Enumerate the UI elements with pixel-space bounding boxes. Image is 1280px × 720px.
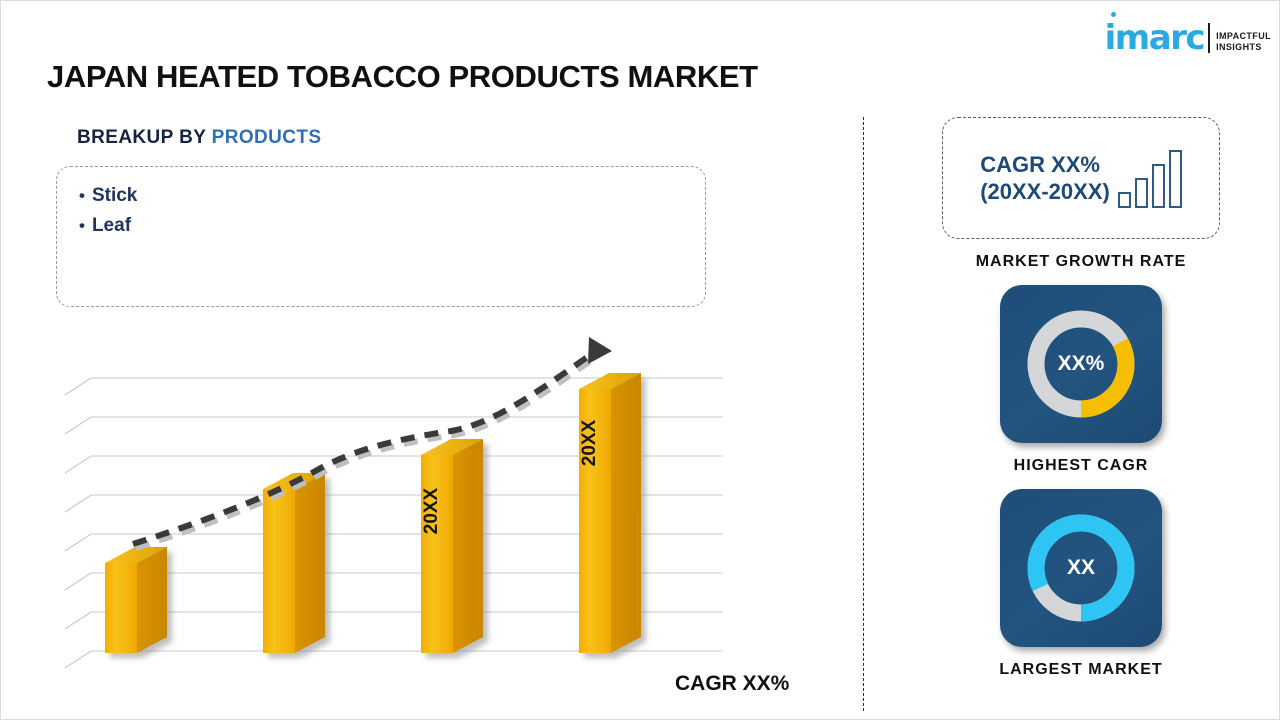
bar-label: 20XX — [421, 487, 442, 534]
donut-value: XX — [1066, 556, 1095, 579]
page-title: JAPAN HEATED TOBACCO PRODUCTS MARKET — [47, 59, 758, 94]
breakup-heading-lead: BREAKUP BY — [77, 127, 212, 148]
logo-word-text: imarc — [1104, 18, 1206, 58]
breakup-heading-accent: PRODUCTS — [211, 127, 322, 148]
chart-bar — [105, 547, 167, 653]
logo-wordmark: imarc — [1104, 12, 1206, 58]
highest-cagr-card: XX% — [1000, 285, 1162, 443]
donut-value: XX% — [1057, 352, 1105, 375]
bullet-icon: • — [79, 216, 85, 235]
products-list-box: • Stick • Leaf — [56, 166, 706, 307]
market-growth-rate-caption: MARKET GROWTH RATE — [975, 253, 1187, 270]
donut-chart: XX — [1022, 509, 1140, 627]
logo-tagline-line1: IMPACTFUL — [1216, 31, 1271, 41]
growth-badge-line2: (20XX-20XX) — [980, 179, 1110, 204]
chart-svg: 20XX 20XX — [64, 337, 723, 669]
bar-chart-icon — [1117, 148, 1182, 208]
bar-label: 20XX — [579, 419, 600, 466]
largest-market-caption: LARGEST MARKET — [999, 661, 1163, 678]
breakup-heading: BREAKUP BY PRODUCTS — [77, 127, 321, 149]
growth-badge-text: CAGR XX% (20XX-20XX) — [980, 151, 1110, 205]
list-item: • Stick — [79, 181, 705, 211]
donut-chart: XX% — [1022, 305, 1140, 423]
chart-gridlines — [64, 377, 723, 669]
logo-divider — [1208, 23, 1211, 53]
trendline-arrow-icon — [588, 337, 612, 364]
imarc-logo: imarc IMPACTFUL INSIGHTS — [1104, 12, 1271, 58]
cagr-callout-label: CAGR XX% — [675, 672, 790, 695]
growth-rate-bar-chart: 20XX 20XX CAGR XX% GROWTH RATE — [61, 331, 789, 711]
logo-tagline-line2: INSIGHTS — [1216, 42, 1262, 52]
growth-badge-line1: CAGR XX% — [980, 152, 1100, 177]
logo-tagline: IMPACTFUL INSIGHTS — [1216, 31, 1271, 53]
chart-bar — [263, 473, 325, 653]
metrics-panel: CAGR XX% (20XX-20XX) MARKET GROWTH RATE … — [931, 117, 1231, 679]
market-growth-rate-badge: CAGR XX% (20XX-20XX) — [942, 117, 1220, 239]
logo-dot-icon — [1110, 12, 1116, 17]
vertical-divider — [863, 117, 864, 711]
chart-trendline — [132, 337, 612, 551]
highest-cagr-caption: HIGHEST CAGR — [1013, 457, 1149, 474]
product-label: Leaf — [91, 215, 132, 236]
list-item: • Leaf — [79, 211, 705, 241]
product-label: Stick — [91, 185, 138, 206]
chart-bar — [579, 373, 641, 653]
chart-bar — [421, 439, 483, 653]
largest-market-card: XX — [1000, 489, 1162, 647]
bullet-icon: • — [79, 186, 85, 205]
